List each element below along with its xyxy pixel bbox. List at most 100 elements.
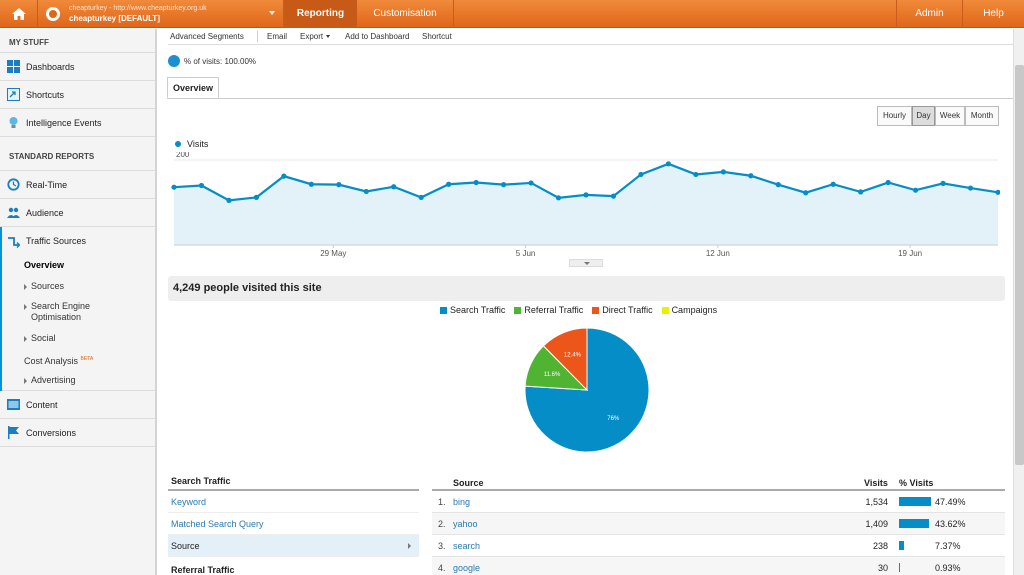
expand-triangle-icon bbox=[24, 283, 27, 290]
data-point bbox=[555, 195, 562, 201]
table-row[interactable]: 2. yahoo 1,409 43.62% bbox=[432, 513, 1005, 535]
data-point bbox=[281, 173, 287, 179]
data-point bbox=[830, 181, 836, 187]
email-button[interactable]: Email bbox=[267, 32, 288, 41]
referral-traffic-header: Referral Traffic bbox=[171, 565, 235, 575]
data-point bbox=[583, 192, 589, 198]
legend-swatch bbox=[440, 306, 447, 314]
data-point bbox=[775, 182, 781, 188]
visits-share-bar bbox=[899, 497, 932, 506]
table-row[interactable]: 4. google 30 0.93% bbox=[432, 557, 1005, 575]
area-fill bbox=[174, 163, 998, 245]
sidebar-item-audience[interactable]: Audience bbox=[0, 199, 155, 227]
granularity-day-button[interactable]: Day bbox=[912, 106, 935, 126]
source-link[interactable]: google bbox=[453, 563, 481, 573]
sidebar-item-content[interactable]: Content bbox=[0, 391, 155, 419]
column-header-visits[interactable]: Visits bbox=[864, 478, 888, 488]
sidebar-sub-label: Sources bbox=[31, 281, 65, 291]
sidebar-sub-seo[interactable]: Search Engine Optimisation bbox=[2, 297, 155, 328]
shortcut-button[interactable]: Shortcut bbox=[422, 32, 452, 41]
dashboard-grid-icon bbox=[7, 60, 20, 73]
sidebar-item-traffic-sources[interactable]: Traffic Sources bbox=[2, 227, 155, 255]
data-point bbox=[308, 181, 314, 187]
pie-slice-label: 11.6% bbox=[544, 372, 561, 378]
sidebar-item-intelligence-events[interactable]: Intelligence Events bbox=[0, 109, 155, 137]
visits-value: 1,534 bbox=[865, 497, 888, 507]
shortcut-icon bbox=[7, 88, 20, 101]
sidebar-sub-label: Social bbox=[31, 333, 56, 343]
granularity-week-button[interactable]: Week bbox=[935, 106, 965, 126]
granularity-month-button[interactable]: Month bbox=[965, 106, 999, 126]
sidebar-sub-sources[interactable]: Sources bbox=[2, 276, 155, 297]
legend-item-campaigns: Campaigns bbox=[661, 305, 718, 315]
source-link[interactable]: Source bbox=[168, 535, 419, 557]
table-row[interactable]: 1. bing 1,534 47.49% bbox=[432, 491, 1005, 513]
legend-label: Campaigns bbox=[671, 305, 718, 315]
source-link[interactable]: search bbox=[453, 541, 481, 551]
column-header-source[interactable]: Source bbox=[453, 478, 484, 488]
data-point bbox=[198, 182, 205, 189]
sidebar-item-label: Audience bbox=[26, 207, 64, 218]
sidebar-sub-advertising[interactable]: Advertising bbox=[2, 370, 155, 391]
keyword-link[interactable]: Keyword bbox=[168, 491, 419, 513]
tab-overview[interactable]: Overview bbox=[167, 77, 219, 98]
sidebar-sub-social[interactable]: Social bbox=[2, 328, 155, 349]
tab-customisation[interactable]: Customisation bbox=[357, 0, 454, 28]
account-selector[interactable]: cheapturkey - http://www.cheapturkey.org… bbox=[38, 0, 284, 28]
advanced-segments-button[interactable]: Advanced Segments bbox=[170, 32, 244, 41]
pie-legend: Search Traffic Referral Traffic Direct T… bbox=[440, 305, 726, 315]
data-point bbox=[391, 184, 397, 190]
traffic-sources-group: Traffic Sources Overview Sources Search … bbox=[0, 227, 155, 391]
chevron-down-icon bbox=[269, 11, 275, 15]
page-scrollbar[interactable] bbox=[1013, 29, 1024, 575]
chart-legend: Visits bbox=[175, 139, 208, 149]
pie-slice-label: 12.4% bbox=[564, 352, 582, 358]
sidebar-item-real-time[interactable]: Real-Time bbox=[0, 171, 155, 199]
account-name: cheapturkey [DEFAULT] bbox=[69, 14, 160, 23]
sidebar-item-conversions[interactable]: Conversions bbox=[0, 419, 155, 447]
visited-summary: 4,249 people visited this site bbox=[168, 276, 1005, 301]
traffic-pie-chart[interactable]: 76% 11.6% 12.4% bbox=[520, 323, 654, 457]
visits-value: 238 bbox=[872, 541, 888, 551]
x-tick-label: 5 Jun bbox=[516, 249, 536, 258]
source-link[interactable]: bing bbox=[453, 497, 471, 507]
top-bar: cheapturkey - http://www.cheapturkey.org… bbox=[0, 0, 1024, 28]
x-tick-label: 19 Jun bbox=[898, 249, 922, 258]
column-header-pct-visits[interactable]: % Visits bbox=[899, 478, 934, 488]
sidebar-item-dashboards[interactable]: Dashboards bbox=[0, 53, 155, 81]
sidebar-item-label: Conversions bbox=[26, 427, 77, 438]
help-link[interactable]: Help bbox=[962, 0, 1024, 28]
data-point bbox=[885, 179, 891, 186]
table-row[interactable]: 3. search 238 7.37% bbox=[432, 535, 1005, 557]
sidebar-item-shortcuts[interactable]: Shortcuts bbox=[0, 81, 155, 109]
pie-slice-label: 76% bbox=[607, 416, 620, 422]
sidebar-sub-overview[interactable]: Overview bbox=[2, 255, 155, 276]
add-to-dashboard-button[interactable]: Add to Dashboard bbox=[345, 32, 410, 41]
export-button[interactable]: Export bbox=[300, 32, 331, 41]
matched-search-query-link[interactable]: Matched Search Query bbox=[168, 513, 419, 535]
expand-triangle-icon bbox=[24, 335, 27, 342]
chart-expand-handle[interactable] bbox=[569, 259, 603, 267]
percent-visits-value: 43.62% bbox=[935, 519, 966, 529]
percent-visits-value: 7.37% bbox=[935, 541, 961, 551]
pie-slice-direct-traffic[interactable] bbox=[542, 327, 588, 392]
visits-share-bar bbox=[899, 563, 900, 572]
legend-item-direct-traffic: Direct Traffic bbox=[592, 305, 653, 315]
legend-swatch bbox=[592, 306, 600, 314]
granularity-hourly-button[interactable]: Hourly bbox=[877, 106, 912, 126]
segment-pie-icon bbox=[168, 55, 180, 67]
tab-reporting[interactable]: Reporting bbox=[284, 0, 357, 28]
sidebar-sub-label: Overview bbox=[24, 260, 65, 270]
x-tick-label: 12 Jun bbox=[706, 249, 730, 258]
home-button[interactable] bbox=[0, 0, 38, 28]
legend-label-visits: Visits bbox=[187, 139, 209, 149]
segment-percent-text: % of visits: 100.00% bbox=[184, 56, 257, 66]
source-link[interactable]: yahoo bbox=[453, 519, 478, 529]
x-tick-label: 29 May bbox=[320, 249, 346, 258]
realtime-clock-icon bbox=[7, 178, 20, 191]
sidebar-sub-cost-analysis[interactable]: Cost Analysis BETA bbox=[2, 349, 155, 370]
globe-icon bbox=[46, 7, 60, 21]
admin-link[interactable]: Admin bbox=[896, 0, 962, 28]
scrollbar-thumb[interactable] bbox=[1015, 65, 1024, 465]
